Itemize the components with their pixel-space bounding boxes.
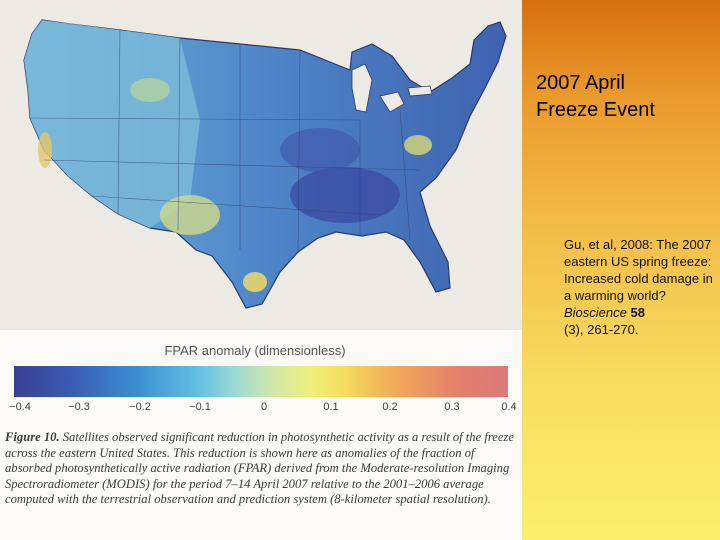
caption-label: Figure 10. [5, 430, 60, 444]
state-borders [29, 29, 421, 253]
colorbar [14, 366, 508, 397]
legend-title: FPAR anomaly (dimensionless) [164, 343, 346, 358]
figure-panel: FPAR anomaly (dimensionless) −0.4 −0.3 −… [0, 0, 522, 508]
citation: Gu, et al, 2008: The 2007 eastern US spr… [564, 236, 714, 338]
slide-title: 2007 April Freeze Event [536, 70, 712, 124]
figure-caption: Figure 10. Satellites observed significa… [5, 430, 517, 508]
colorbar-tick: −0.1 [189, 401, 211, 413]
citation-text: Gu, et al, 2008: The 2007 eastern US spr… [564, 237, 713, 303]
freeze-core-midwest [280, 128, 360, 172]
us-fpar-anomaly-map [23, 19, 507, 309]
colorbar-tick: 0 [260, 401, 268, 413]
map-panel [0, 0, 522, 330]
citation-pages: (3), 261-270. [564, 322, 639, 337]
colorbar-tick: −0.4 [9, 401, 31, 413]
western-region [24, 20, 200, 228]
positive-patch-california [38, 132, 52, 168]
colorbar-tick: 0.2 [382, 401, 398, 413]
colorbar-tick: −0.2 [129, 401, 151, 413]
slide-title-line1: 2007 April [536, 72, 625, 94]
positive-patch-texas [243, 272, 267, 292]
positive-patch-midatlantic [404, 135, 432, 155]
caption-text: Satellites observed significant reductio… [5, 430, 514, 507]
colorbar-tick: 0.4 [501, 401, 517, 413]
freeze-core-southeast [290, 167, 400, 223]
colorbar-tick: −0.3 [68, 401, 90, 413]
slide-title-line2: Freeze Event [536, 99, 655, 121]
positive-patch-montana [130, 78, 170, 102]
positive-patch-plains [160, 195, 220, 235]
citation-journal: Bioscience [564, 305, 627, 320]
great-lakes [351, 63, 433, 113]
citation-volume: 58 [630, 305, 645, 320]
colorbar-tick: 0.1 [323, 401, 339, 413]
title-sidebar [522, 0, 720, 540]
colorbar-tick: 0.3 [444, 401, 460, 413]
